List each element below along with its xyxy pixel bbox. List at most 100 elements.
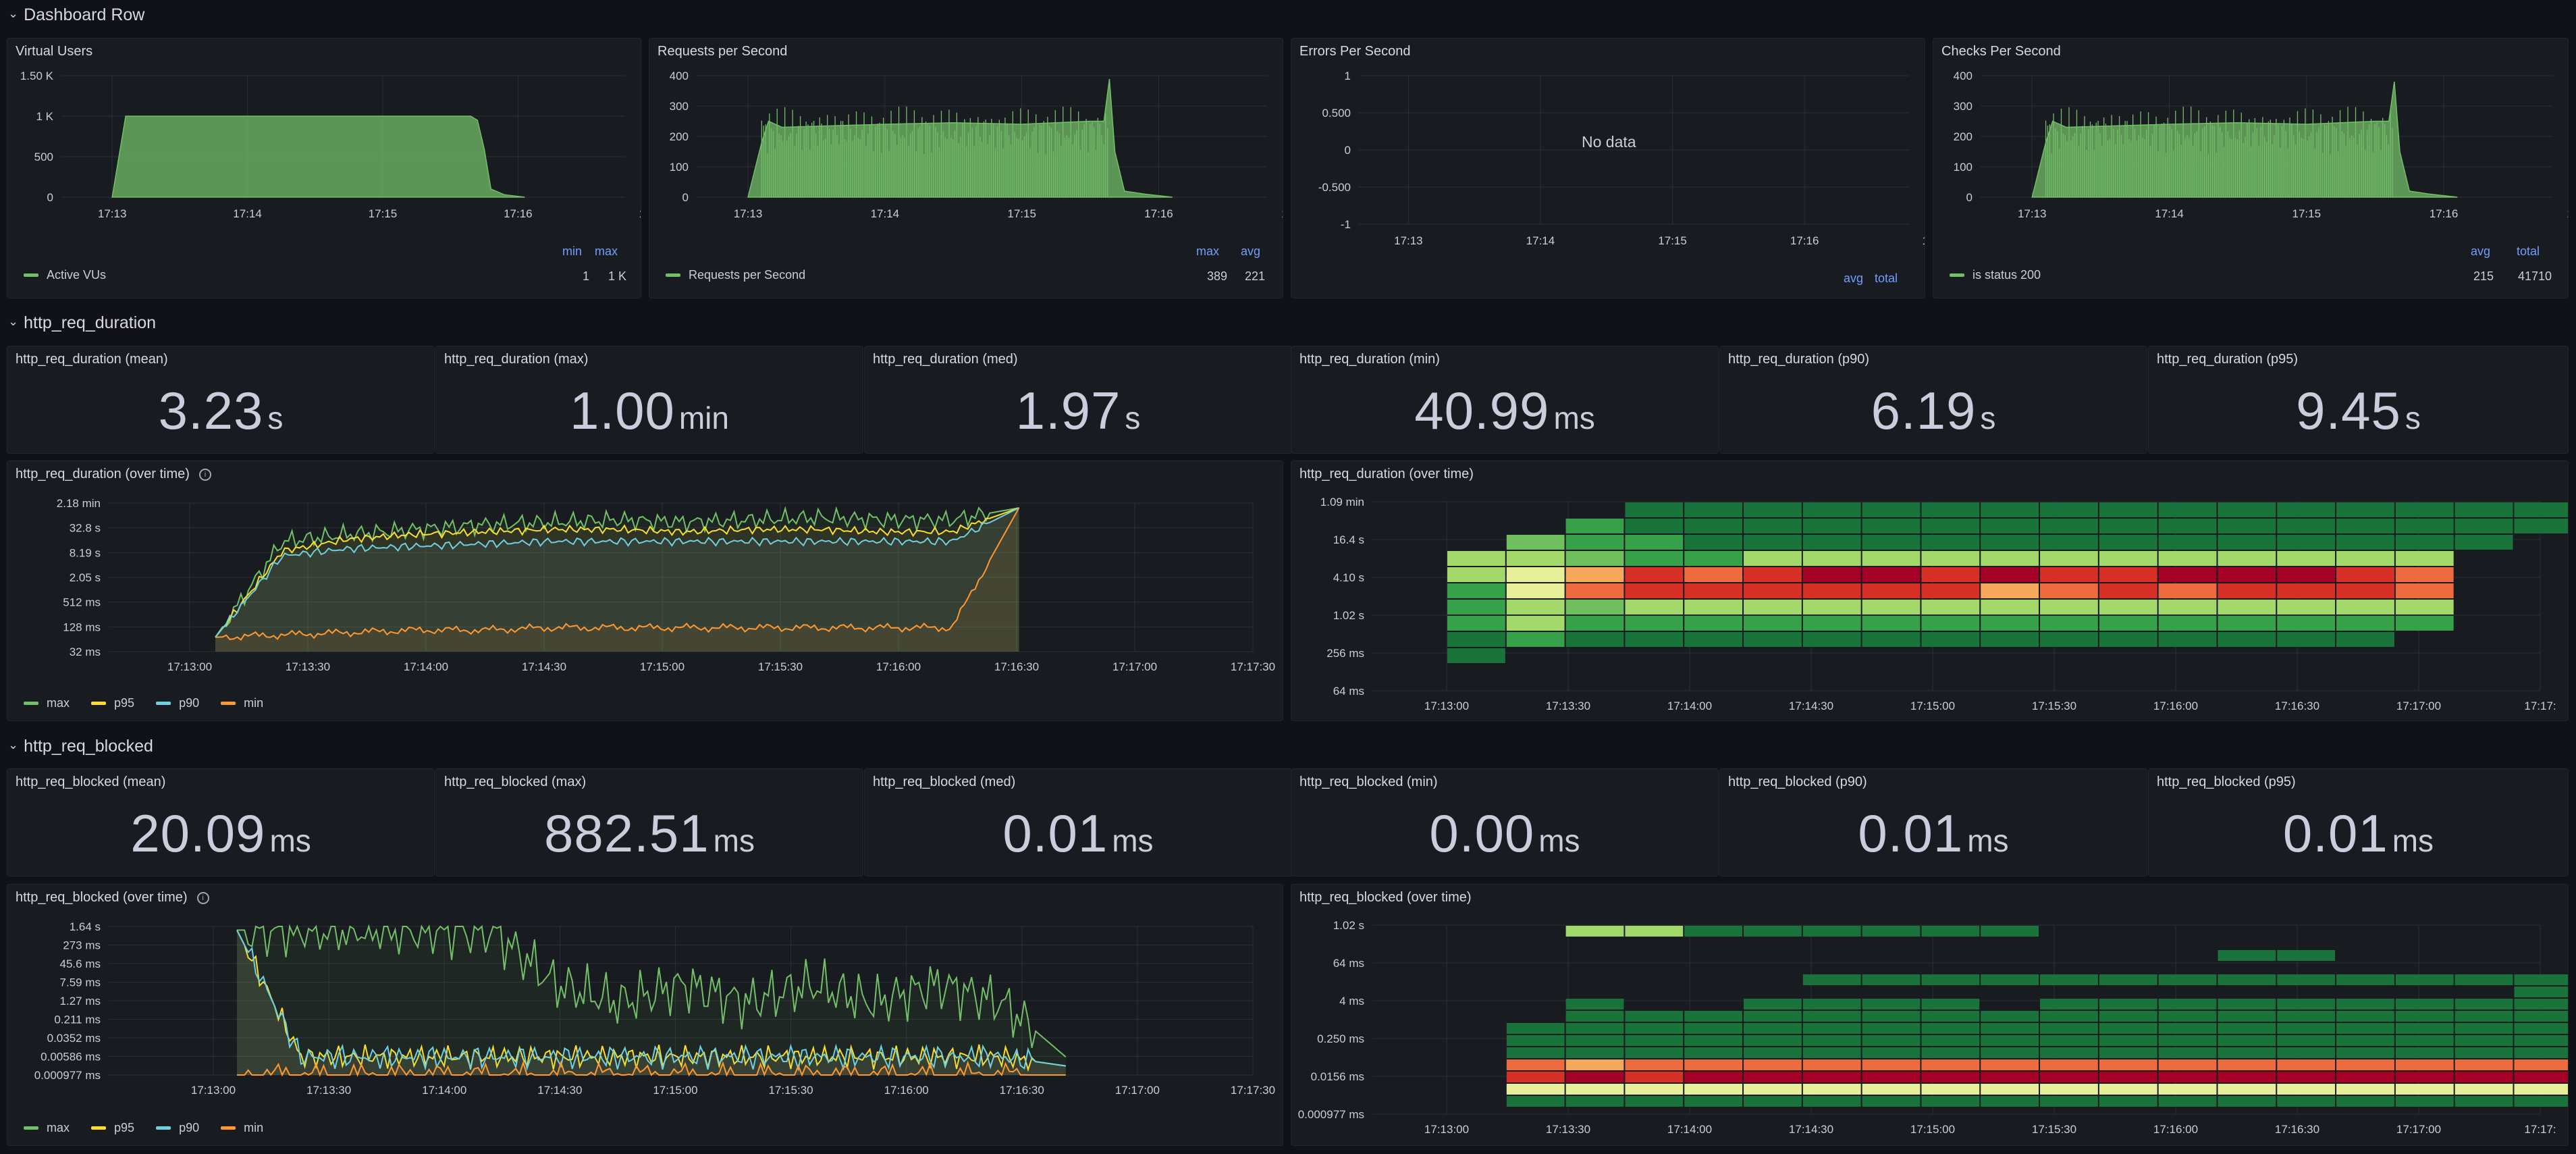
heatmap-cell[interactable] xyxy=(1981,600,2039,614)
heatmap-cell[interactable] xyxy=(1802,567,1861,582)
heatmap-cell[interactable] xyxy=(1862,1023,1921,1034)
heatmap-cell[interactable] xyxy=(2158,1059,2217,1070)
heatmap-cell[interactable] xyxy=(2277,1084,2336,1095)
heatmap-cell[interactable] xyxy=(2218,519,2276,533)
panel-blocked-line[interactable]: http_req_blocked (over time) i 0.000977 m… xyxy=(7,884,1283,1146)
heatmap-cell[interactable] xyxy=(1921,519,1980,533)
heatmap-cell[interactable] xyxy=(1744,600,1802,614)
heatmap-cell[interactable] xyxy=(1625,1096,1684,1107)
heatmap-cell[interactable] xyxy=(1684,535,1743,550)
heatmap-cell[interactable] xyxy=(2218,502,2276,517)
heatmap-cell[interactable] xyxy=(2040,632,2098,647)
heatmap-cell[interactable] xyxy=(2099,600,2157,614)
heatmap-cell[interactable] xyxy=(2277,1023,2336,1034)
heatmap-cell[interactable] xyxy=(2277,535,2336,550)
heatmap-cell[interactable] xyxy=(1862,502,1921,517)
heatmap-cell[interactable] xyxy=(1744,1072,1802,1082)
heatmap-cell[interactable] xyxy=(1802,535,1861,550)
heatmap-cell[interactable] xyxy=(2040,519,2098,533)
heatmap-cell[interactable] xyxy=(2218,567,2276,582)
row-header-duration[interactable]: ⌄ http_req_duration xyxy=(8,308,156,338)
blocked-stat-panel[interactable]: http_req_blocked (mean) 20.09 ms xyxy=(7,768,435,876)
heatmap-cell[interactable] xyxy=(2336,535,2394,550)
heatmap-cell[interactable] xyxy=(1565,1035,1624,1046)
heatmap-cell[interactable] xyxy=(1684,567,1743,582)
heatmap-cell[interactable] xyxy=(2277,999,2336,1009)
legend-item-p95[interactable]: p95 xyxy=(91,696,134,710)
heatmap-cell[interactable] xyxy=(1684,632,1743,647)
legend-item-p90[interactable]: p90 xyxy=(156,1121,199,1135)
heatmap-cell[interactable] xyxy=(2218,1047,2276,1058)
heatmap-cell[interactable] xyxy=(2158,1047,2217,1058)
legend-item-max[interactable]: max xyxy=(24,1121,70,1135)
heatmap-cell[interactable] xyxy=(2218,1072,2276,1082)
heatmap-cell[interactable] xyxy=(1625,1084,1684,1095)
heatmap-cell[interactable] xyxy=(2040,1035,2098,1046)
heatmap-cell[interactable] xyxy=(2158,1084,2217,1095)
heatmap-cell[interactable] xyxy=(1802,551,1861,566)
heatmap-cell[interactable] xyxy=(2040,1011,2098,1022)
heatmap-cell[interactable] xyxy=(2158,567,2217,582)
heatmap-cell[interactable] xyxy=(2158,632,2217,647)
heatmap-cell[interactable] xyxy=(1684,600,1743,614)
heatmap-cell[interactable] xyxy=(2395,1023,2454,1034)
heatmap-cell[interactable] xyxy=(1744,926,1802,937)
duration-stat-panel[interactable]: http_req_duration (p90) 6.19 s xyxy=(1719,346,2147,454)
heatmap-cell[interactable] xyxy=(1447,551,1505,566)
heatmap-cell[interactable] xyxy=(2218,1059,2276,1070)
heatmap-cell[interactable] xyxy=(2454,1035,2513,1046)
heatmap-cell[interactable] xyxy=(2395,1011,2454,1022)
heatmap-cell[interactable] xyxy=(1802,1059,1861,1070)
heatmap-cell[interactable] xyxy=(1981,1047,2039,1058)
heatmap-cell[interactable] xyxy=(2454,502,2513,517)
heatmap-cell[interactable] xyxy=(2099,567,2157,582)
heatmap-cell[interactable] xyxy=(1802,999,1861,1009)
heatmap-cell[interactable] xyxy=(1506,583,1565,598)
heatmap-cell[interactable] xyxy=(2218,616,2276,631)
heatmap-cell[interactable] xyxy=(1565,632,1624,647)
heatmap-cell[interactable] xyxy=(2395,600,2454,614)
heatmap-cell[interactable] xyxy=(2277,1047,2336,1058)
heatmap-cell[interactable] xyxy=(1684,519,1743,533)
heatmap-cell[interactable] xyxy=(1921,1035,1980,1046)
legend-stat-head-avg[interactable]: avg xyxy=(2471,244,2491,258)
heatmap-cell[interactable] xyxy=(1744,616,1802,631)
heatmap-cell[interactable] xyxy=(2395,1096,2454,1107)
heatmap-cell[interactable] xyxy=(1981,974,2039,985)
heatmap-cell[interactable] xyxy=(1802,1072,1861,1082)
heatmap-cell[interactable] xyxy=(2040,502,2098,517)
heatmap-cell[interactable] xyxy=(2277,974,2336,985)
heatmap-cell[interactable] xyxy=(2395,1084,2454,1095)
heatmap-cell[interactable] xyxy=(2099,583,2157,598)
blocked-stat-panel[interactable]: http_req_blocked (p90) 0.01 ms xyxy=(1719,768,2147,876)
heatmap-cell[interactable] xyxy=(1684,583,1743,598)
heatmap-cell[interactable] xyxy=(2158,999,2217,1009)
heatmap-cell[interactable] xyxy=(2040,1084,2098,1095)
heatmap-cell[interactable] xyxy=(2040,1072,2098,1082)
heatmap-cell[interactable] xyxy=(2099,1011,2157,1022)
heatmap-cell[interactable] xyxy=(1684,1096,1743,1107)
legend-item[interactable]: is status 200 xyxy=(1950,268,2041,282)
heatmap-cell[interactable] xyxy=(1506,1059,1565,1070)
heatmap-cell[interactable] xyxy=(1802,1035,1861,1046)
heatmap-cell[interactable] xyxy=(1981,535,2039,550)
heatmap-cell[interactable] xyxy=(2395,1072,2454,1082)
heatmap-cell[interactable] xyxy=(1802,632,1861,647)
heatmap-cell[interactable] xyxy=(2514,1096,2569,1107)
heatmap-cell[interactable] xyxy=(1981,1096,2039,1107)
heatmap-cell[interactable] xyxy=(1625,600,1684,614)
heatmap-cell[interactable] xyxy=(1625,519,1684,533)
heatmap-cell[interactable] xyxy=(2158,1035,2217,1046)
heatmap-cell[interactable] xyxy=(2040,616,2098,631)
heatmap-cell[interactable] xyxy=(2099,502,2157,517)
heatmap-cell[interactable] xyxy=(1802,974,1861,985)
heatmap-cell[interactable] xyxy=(2099,519,2157,533)
heatmap-cell[interactable] xyxy=(2454,519,2513,533)
heatmap-cell[interactable] xyxy=(2514,502,2569,517)
heatmap-cell[interactable] xyxy=(1684,551,1743,566)
heatmap-cell[interactable] xyxy=(1565,1047,1624,1058)
heatmap-cell[interactable] xyxy=(1684,1047,1743,1058)
heatmap-cell[interactable] xyxy=(2099,1084,2157,1095)
heatmap-cell[interactable] xyxy=(2336,1047,2394,1058)
heatmap-cell[interactable] xyxy=(1921,583,1980,598)
